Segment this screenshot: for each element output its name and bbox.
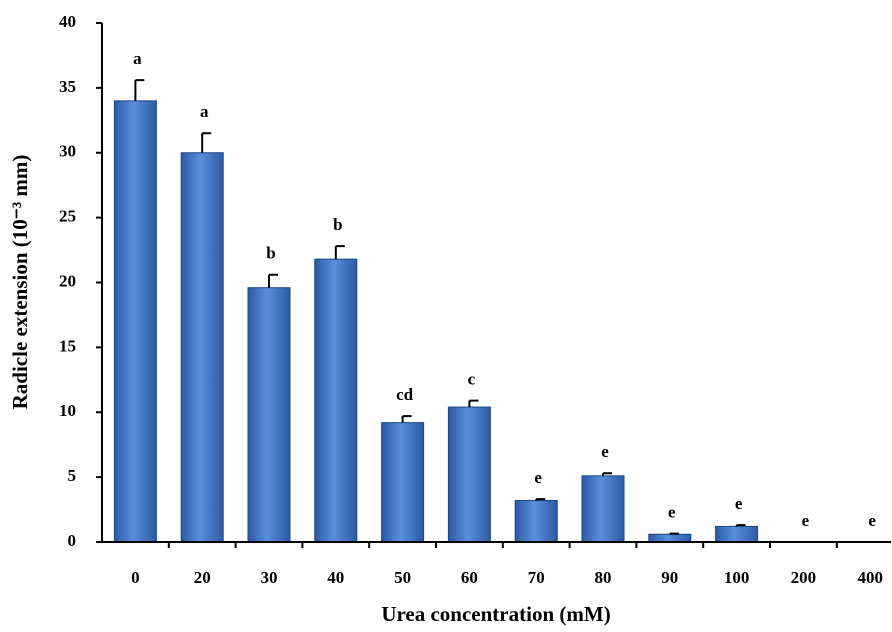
chart: Urea concentration (mM) Radicle extensio… <box>0 0 892 632</box>
error-bar <box>336 246 345 259</box>
x-tick-label: 100 <box>724 568 750 587</box>
significance-letter: e <box>802 511 810 530</box>
y-axis-title: Radicle extension (10⁻³ mm) <box>8 155 32 410</box>
significance-letter: e <box>534 468 542 487</box>
bar <box>181 153 223 542</box>
significance-letter: e <box>601 442 609 461</box>
bar <box>448 407 490 542</box>
error-bar <box>202 133 211 152</box>
error-bar <box>469 401 478 407</box>
bar <box>315 259 357 542</box>
x-tick-label: 20 <box>194 568 211 587</box>
x-tick-label: 60 <box>461 568 478 587</box>
y-tick-label: 20 <box>59 271 76 290</box>
x-tick-label: 400 <box>857 568 883 587</box>
bar <box>716 526 758 542</box>
significance-letter: e <box>735 494 743 513</box>
bar <box>248 288 290 542</box>
x-tick-label: 0 <box>131 568 140 587</box>
significance-letter: cd <box>396 385 414 404</box>
y-tick-label: 0 <box>68 531 77 550</box>
y-tick-label: 35 <box>59 77 76 96</box>
error-bar <box>135 80 144 101</box>
x-tick-label: 40 <box>327 568 344 587</box>
bar <box>382 423 424 542</box>
bar <box>515 500 557 542</box>
x-tick-label: 200 <box>791 568 817 587</box>
x-tick-label: 90 <box>661 568 678 587</box>
y-tick-label: 10 <box>59 401 76 420</box>
significance-letter: a <box>200 102 209 121</box>
y-tick-label: 15 <box>59 336 76 355</box>
bar <box>649 534 691 542</box>
y-tick-label: 5 <box>68 466 77 485</box>
x-tick-label: 50 <box>394 568 411 587</box>
error-bar <box>403 416 412 422</box>
x-tick-label: 30 <box>261 568 278 587</box>
significance-letter: c <box>468 369 476 388</box>
significance-letter: a <box>133 49 142 68</box>
x-tick-label: 80 <box>595 568 612 587</box>
x-tick-label: 70 <box>528 568 545 587</box>
x-axis-title: Urea concentration (mM) <box>381 602 610 626</box>
significance-letter: b <box>266 244 275 263</box>
page: {"chart_data": {"type": "bar", "x_label"… <box>0 0 892 632</box>
y-tick-label: 40 <box>59 12 76 31</box>
error-bar <box>670 534 679 535</box>
y-tick-label: 25 <box>59 207 76 226</box>
bar <box>582 476 624 542</box>
bar <box>114 101 156 542</box>
significance-letter: e <box>668 502 676 521</box>
error-bar <box>269 275 278 288</box>
significance-letter: b <box>333 215 342 234</box>
significance-letter: e <box>868 511 876 530</box>
y-tick-label: 30 <box>59 142 76 161</box>
